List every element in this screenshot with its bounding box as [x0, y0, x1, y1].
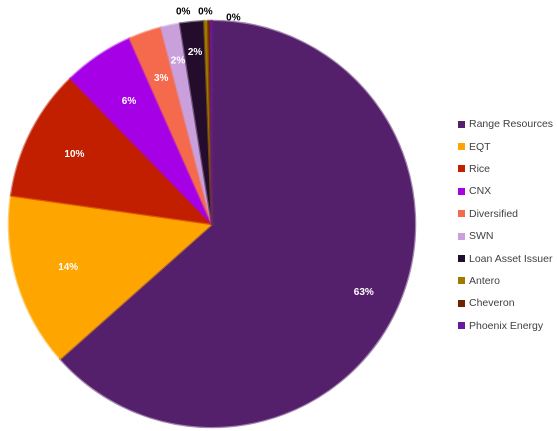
- legend-item-diversified: Diversified: [458, 203, 553, 225]
- data-label-loan-asset-issuer: 2%: [188, 47, 203, 58]
- legend-item-antero: Antero: [458, 270, 553, 292]
- legend-item-cnx: CNX: [458, 180, 553, 202]
- slice-rice[interactable]: [9, 77, 214, 226]
- legend-swatch: [458, 322, 465, 330]
- data-label-eqt: 14%: [58, 262, 78, 273]
- legend-item-loan-asset-issuer: Loan Asset Issuer: [458, 247, 553, 269]
- legend-swatch: [458, 143, 465, 151]
- legend-label: Cheveron: [469, 297, 515, 310]
- legend-label: Antero: [469, 274, 500, 287]
- legend-item-phoenix-energy: Phoenix Energy: [458, 315, 553, 337]
- legend-label: Range Resources: [469, 118, 554, 131]
- slice-phoenix-energy[interactable]: [209, 19, 214, 226]
- legend-label: EQT: [469, 140, 491, 153]
- slice-range-resources[interactable]: [58, 19, 417, 429]
- data-label-cheveron: 0%: [198, 7, 213, 18]
- legend-swatch: [458, 255, 465, 263]
- data-label-cnx: 6%: [122, 96, 137, 107]
- legend-item-eqt: EQT: [458, 135, 553, 157]
- legend-swatch: [458, 232, 465, 240]
- legend-label: CNX: [469, 185, 492, 198]
- legend-item-range-resources: Range Resources: [458, 113, 553, 135]
- legend-item-swn: SWN: [458, 225, 553, 247]
- legend-label: Loan Asset Issuer: [469, 252, 553, 265]
- legend: Range Resources EQT Rice CNX Diversified SWN L…: [458, 113, 553, 337]
- slice-eqt[interactable]: [7, 194, 214, 361]
- pie-slices: [7, 19, 417, 429]
- data-label-phoenix-energy: 0%: [226, 13, 241, 24]
- data-label-range-resources: 63%: [354, 287, 374, 298]
- legend-label: Rice: [469, 162, 491, 175]
- legend-swatch: [458, 165, 465, 173]
- legend-label: Phoenix Energy: [469, 319, 544, 332]
- data-label-rice: 10%: [64, 149, 84, 160]
- legend-swatch: [458, 120, 465, 128]
- data-label-diversified: 3%: [154, 73, 169, 84]
- data-label-antero: 0%: [176, 7, 191, 18]
- legend-swatch: [458, 210, 465, 218]
- legend-label: SWN: [469, 230, 494, 243]
- data-label-swn: 2%: [171, 56, 186, 67]
- legend-swatch: [458, 187, 465, 195]
- legend-swatch: [458, 299, 465, 307]
- legend-item-cheveron: Cheveron: [458, 292, 553, 314]
- legend-label: Diversified: [469, 207, 519, 220]
- legend-item-rice: Rice: [458, 158, 553, 180]
- slice-labels: 63%14%10%6%3%2%2%0% 0%0%: [58, 7, 374, 298]
- legend-swatch: [458, 277, 465, 285]
